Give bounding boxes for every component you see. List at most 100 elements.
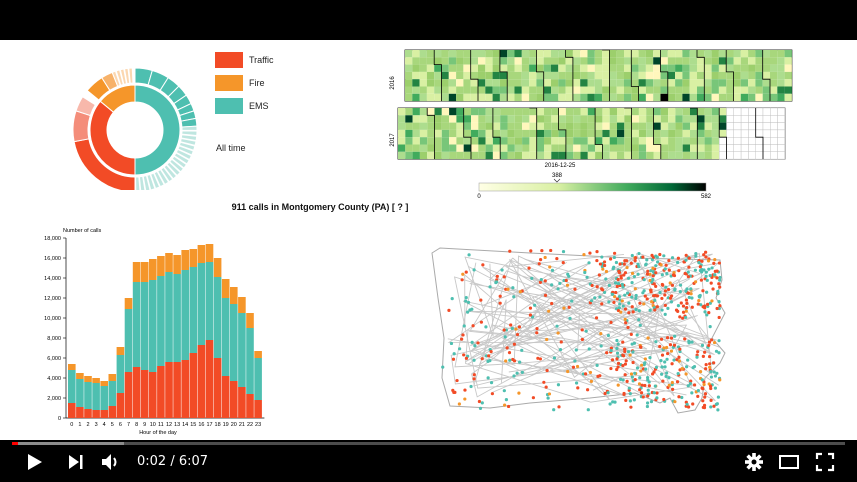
day-cell	[492, 50, 500, 58]
ring-segment-fire-detail	[128, 67, 134, 84]
y-tick-label: 10,000	[44, 316, 61, 322]
incident-dot	[629, 405, 633, 409]
day-cell	[536, 93, 544, 102]
day-cell	[470, 86, 478, 94]
day-cell	[522, 151, 530, 160]
incident-dot	[619, 377, 623, 382]
progress-bar[interactable]	[12, 442, 845, 445]
incident-dot	[598, 262, 603, 266]
day-cell	[762, 71, 770, 80]
incident-dot	[635, 366, 640, 370]
day-cell	[478, 86, 486, 94]
incident-dot	[709, 281, 713, 285]
bar-segment-fire	[238, 297, 246, 313]
incident-dot	[457, 402, 461, 406]
bar-segment-traffic	[230, 381, 238, 418]
day-cell	[740, 64, 749, 72]
day-cell	[777, 136, 786, 145]
day-cell	[638, 151, 647, 160]
day-cell	[419, 108, 428, 116]
incident-dot	[715, 306, 719, 311]
bar-segment-ems	[76, 379, 84, 407]
incident-dot	[470, 340, 474, 344]
day-cell	[551, 137, 559, 145]
incident-dot	[623, 307, 628, 311]
day-cell	[638, 144, 647, 152]
incident-map[interactable]	[420, 228, 740, 428]
settings-gear-icon[interactable]	[744, 452, 764, 472]
incident-dot	[626, 325, 630, 330]
month-boundary	[624, 107, 632, 160]
incident-dot	[498, 301, 502, 305]
day-cell	[711, 122, 720, 130]
next-icon[interactable]	[66, 453, 86, 471]
incident-dot	[607, 300, 611, 304]
incident-dot	[654, 365, 659, 369]
day-cell	[602, 57, 610, 65]
day-cell	[463, 57, 471, 65]
day-cell	[770, 115, 778, 123]
day-cell	[624, 129, 632, 138]
day-cell	[507, 57, 515, 65]
day-cell	[755, 144, 764, 153]
ring-segment-traffic-detail	[75, 96, 97, 117]
month-boundary	[594, 108, 603, 160]
incident-dot	[620, 299, 624, 303]
day-cell	[580, 129, 588, 138]
day-cell	[419, 122, 428, 130]
volume-icon[interactable]	[100, 452, 122, 472]
incident-dot	[715, 402, 719, 406]
period-label[interactable]: All time	[216, 143, 246, 153]
day-cell	[646, 115, 654, 123]
legend-item-traffic[interactable]: Traffic	[215, 52, 274, 68]
incident-dot	[630, 253, 634, 258]
day-cell	[587, 57, 595, 65]
incident-dot	[627, 386, 631, 390]
day-cell	[595, 122, 603, 130]
legend-item-fire[interactable]: Fire	[215, 75, 265, 91]
day-cell	[740, 107, 749, 116]
day-cell	[762, 122, 771, 131]
x-tick-label: 11	[158, 422, 164, 428]
day-cell	[740, 86, 749, 94]
day-cell	[690, 151, 698, 160]
incident-dot	[458, 347, 462, 351]
incident-dot	[604, 269, 609, 274]
bar-segment-fire	[84, 376, 92, 382]
day-cell	[471, 129, 479, 138]
incident-dot	[650, 253, 654, 258]
incident-dot	[702, 382, 706, 387]
incident-dot	[514, 327, 518, 331]
incident-dot	[620, 282, 624, 286]
incident-dot	[655, 396, 659, 400]
video-frame[interactable]: Traffic Fire EMS All time 2016 2017 2016…	[0, 40, 857, 440]
incident-dot	[684, 253, 688, 257]
day-cell	[595, 151, 603, 160]
day-cell	[419, 151, 428, 160]
incident-dot	[700, 259, 704, 263]
day-cell	[777, 107, 786, 116]
day-cell	[733, 144, 742, 153]
incident-dot	[710, 299, 714, 303]
play-icon[interactable]	[24, 452, 44, 472]
day-cell	[470, 71, 478, 80]
fullscreen-icon[interactable]	[815, 452, 835, 472]
incident-dot	[655, 391, 659, 395]
legend-item-ems[interactable]: EMS	[215, 98, 269, 114]
incident-dot	[615, 346, 619, 351]
incident-dot	[664, 285, 668, 289]
incident-dot	[672, 343, 677, 347]
month-boundary	[718, 108, 727, 160]
incident-dot	[472, 377, 476, 381]
incident-dot	[653, 384, 657, 388]
theater-mode-icon[interactable]	[778, 453, 800, 471]
incident-dot	[573, 359, 577, 363]
day-cell	[638, 57, 646, 65]
incident-dot	[559, 340, 563, 344]
incident-dot	[670, 283, 675, 287]
road	[471, 278, 720, 398]
incident-dot	[624, 321, 628, 325]
incident-dot	[615, 338, 619, 343]
incident-dot	[645, 404, 650, 409]
incident-dot	[643, 383, 647, 388]
